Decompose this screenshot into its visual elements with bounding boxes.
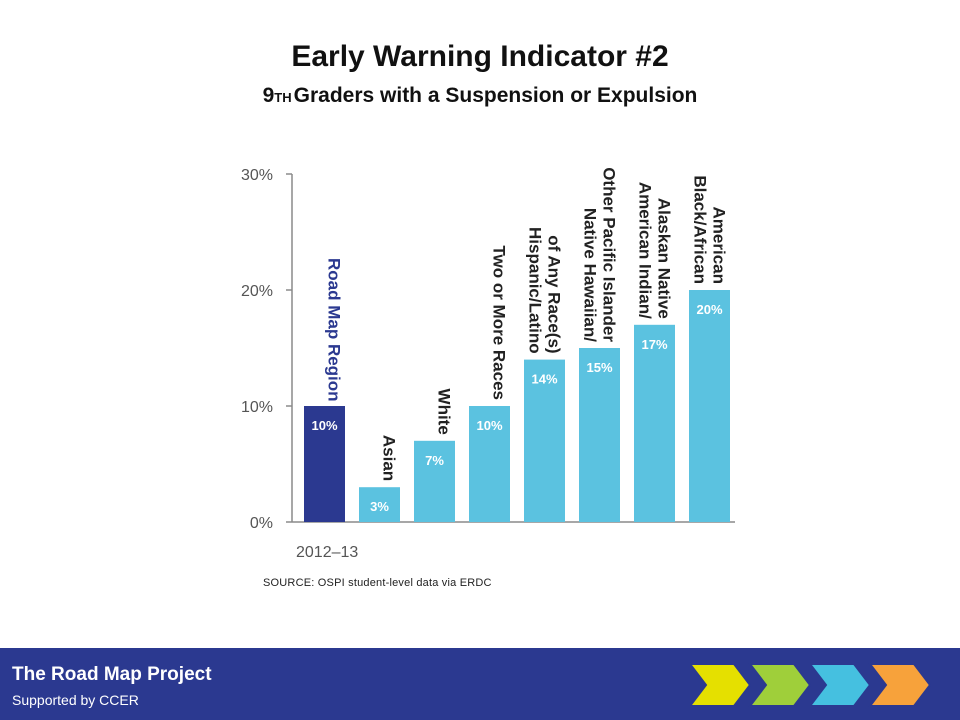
bar bbox=[524, 359, 565, 522]
subtitle-grade: 9 bbox=[262, 84, 275, 107]
category-label: Alaskan Native bbox=[654, 198, 673, 319]
bar bbox=[634, 324, 675, 522]
y-tick-label: 10% bbox=[241, 399, 273, 416]
category-label: Road Map Region bbox=[324, 258, 343, 402]
bar-value-label: 15% bbox=[586, 360, 612, 375]
category-label: White bbox=[434, 389, 453, 435]
subtitle-grade-suffix: TH bbox=[274, 90, 292, 105]
bar-value-label: 10% bbox=[311, 418, 337, 433]
bar-value-label: 17% bbox=[641, 337, 667, 352]
category-label: of Any Race(s) bbox=[544, 235, 563, 353]
bar-value-label: 3% bbox=[370, 499, 389, 514]
category-label: American Indian/ bbox=[635, 182, 654, 319]
category-label: Other Pacific Islander bbox=[599, 167, 618, 342]
bar bbox=[579, 348, 620, 522]
bar bbox=[359, 487, 400, 522]
bar-chart: 0% 10% 20% 30% 2012–13 10% Road Map Region 3% As… bbox=[241, 167, 735, 561]
category-label: Hispanic/Latino bbox=[525, 227, 544, 354]
category-label: American bbox=[709, 207, 728, 284]
bar-value-label: 20% bbox=[696, 302, 722, 317]
chevron-arrow-icon bbox=[867, 663, 932, 707]
footer-title: The Road Map Project bbox=[12, 664, 212, 685]
road-map-chevrons-logo bbox=[690, 663, 932, 707]
chevron-arrow-icon bbox=[690, 663, 752, 707]
category-label: Asian bbox=[379, 435, 398, 481]
bar bbox=[689, 290, 730, 522]
chevron-arrow-icon bbox=[747, 663, 812, 707]
bar-value-label: 14% bbox=[531, 372, 557, 387]
bar-value-label: 7% bbox=[425, 453, 444, 468]
category-label: Native Hawaiian/ bbox=[580, 208, 599, 342]
chevron-arrow-icon bbox=[807, 663, 872, 707]
bar bbox=[414, 440, 455, 522]
x-axis-label: 2012–13 bbox=[296, 544, 358, 561]
subtitle-text: Graders with a Suspension or Expulsion bbox=[293, 84, 698, 107]
chart-title: Early Warning Indicator #2 bbox=[291, 40, 669, 73]
category-label: Black/African bbox=[690, 175, 709, 284]
bar bbox=[304, 406, 345, 522]
category-label: Two or More Races bbox=[489, 245, 508, 400]
chart-subtitle: 9THGraders with a Suspension or Expulsio… bbox=[0, 84, 960, 108]
y-tick-label: 20% bbox=[241, 283, 273, 300]
y-tick-label: 30% bbox=[241, 167, 273, 184]
bar bbox=[469, 406, 510, 522]
y-tick-label: 0% bbox=[250, 515, 273, 532]
footer-bar: The Road Map Project Supported by CCER bbox=[0, 648, 960, 720]
source-note: SOURCE: OSPI student-level data via ERDC bbox=[263, 577, 492, 589]
bar-value-label: 10% bbox=[476, 418, 502, 433]
footer-subtitle: Supported by CCER bbox=[12, 692, 139, 708]
